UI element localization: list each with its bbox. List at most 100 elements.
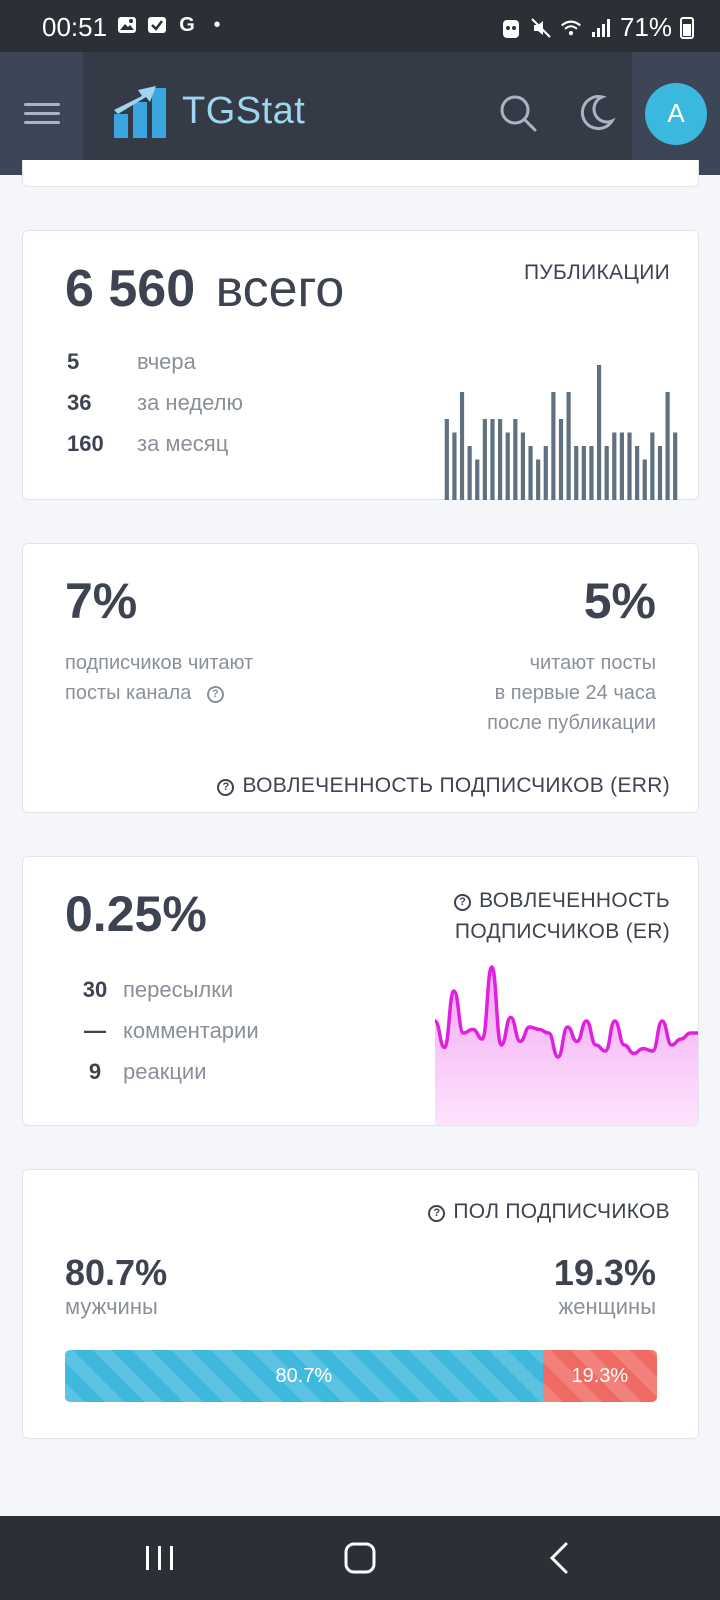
stat-row: 9 реакции	[67, 1051, 259, 1092]
publications-bar-chart[interactable]	[443, 361, 679, 500]
stat-value: —	[84, 1017, 106, 1043]
publication-bar[interactable]	[650, 432, 655, 501]
tgstat-logo-icon[interactable]	[112, 84, 168, 140]
female-segment: 19.3%	[542, 1350, 657, 1402]
readers-description-line: подписчиков читают	[65, 652, 254, 674]
female-percent: 19.3%	[553, 1252, 656, 1293]
avatar[interactable]: A	[645, 82, 707, 145]
stat-label: за неделю	[137, 389, 244, 415]
vpn-icon	[500, 17, 522, 39]
battery-percent: 71%	[619, 12, 672, 42]
female-segment-label: 19.3%	[571, 1364, 629, 1387]
readers-24h-description-line: после публикации	[487, 712, 656, 734]
gender-progress-bar: 80.7% 19.3%	[65, 1350, 657, 1402]
publications-card: 6 560 всего ПУБЛИКАЦИИ 5 вчера 36 за нед…	[22, 230, 699, 500]
er-label-line: ПОДПИСЧИКОВ (ER)	[454, 920, 670, 943]
publications-total-number: 6 560	[65, 260, 196, 318]
publication-bar[interactable]	[604, 446, 609, 500]
publication-bar[interactable]	[635, 446, 640, 500]
app-header: TGStat A	[0, 52, 720, 175]
male-label: мужчины	[65, 1294, 158, 1319]
er-card: 0.25% ? ВОВЛЕЧЕННОСТЬ ПОДПИСЧИКОВ (ER) 30…	[22, 856, 699, 1126]
publication-bar[interactable]	[498, 419, 503, 500]
male-percent: 80.7%	[65, 1252, 168, 1293]
help-icon[interactable]: ?	[217, 778, 235, 796]
avatar-container[interactable]: A	[632, 52, 720, 175]
status-bar: 00:51 G • 71%	[0, 0, 720, 52]
publication-bar[interactable]	[657, 446, 663, 500]
publication-bar[interactable]	[558, 419, 564, 500]
moon-icon[interactable]	[574, 91, 618, 135]
menu-button[interactable]	[0, 52, 83, 175]
publication-bar[interactable]	[505, 432, 510, 501]
publication-bar[interactable]	[589, 446, 594, 500]
stat-label: пересылки	[123, 976, 234, 1002]
stat-value: 5	[67, 348, 80, 374]
publication-bar[interactable]	[513, 419, 518, 500]
hamburger-icon	[23, 97, 60, 130]
err-card: 7% 5% подписчиков читают посты канала ? …	[22, 543, 699, 813]
readers-24h-description-line: читают посты	[529, 652, 656, 674]
male-segment-label: 80.7%	[275, 1364, 333, 1387]
publication-bar[interactable]	[627, 432, 632, 501]
publication-bar[interactable]	[566, 392, 571, 500]
publication-bar[interactable]	[452, 432, 457, 501]
brand-name[interactable]: TGStat	[182, 90, 306, 132]
publication-bar[interactable]	[574, 446, 579, 500]
publication-bar[interactable]	[596, 365, 602, 500]
er-line[interactable]	[435, 965, 699, 1059]
dot-icon: •	[213, 13, 221, 36]
publication-bar[interactable]	[642, 459, 647, 501]
publications-label: ПУБЛИКАЦИИ	[523, 261, 670, 284]
publication-bar[interactable]	[459, 392, 465, 500]
publication-bar[interactable]	[520, 432, 526, 501]
stat-value: 30	[82, 976, 108, 1002]
search-icon[interactable]	[496, 91, 540, 135]
stat-label: вчера	[137, 348, 196, 374]
publication-bar[interactable]	[581, 446, 586, 500]
publication-bar[interactable]	[551, 392, 556, 500]
google-icon: G	[179, 13, 195, 36]
stat-row: — комментарии	[67, 1010, 259, 1051]
back-icon[interactable]	[538, 1538, 582, 1578]
help-icon[interactable]: ?	[206, 685, 224, 703]
stat-value: 9	[88, 1058, 102, 1084]
previous-card-bottom	[22, 160, 699, 187]
gender-label-text: ПОЛ ПОДПИСЧИКОВ	[453, 1200, 670, 1223]
publication-bar[interactable]	[619, 432, 624, 501]
status-time: 00:51	[42, 12, 108, 42]
recent-apps-icon[interactable]	[138, 1538, 182, 1578]
readers-24h-percent: 5%	[583, 573, 656, 629]
publication-bar[interactable]	[467, 446, 472, 500]
publication-bar[interactable]	[612, 432, 617, 501]
signal-icon	[590, 17, 612, 39]
publications-total-word: всего	[215, 260, 345, 318]
publication-bar[interactable]	[665, 392, 670, 500]
publication-bar[interactable]	[673, 432, 678, 501]
help-icon[interactable]: ?	[454, 894, 472, 911]
publication-bar[interactable]	[536, 459, 541, 501]
readers-percent: 7%	[65, 573, 138, 629]
publication-bar[interactable]	[444, 419, 449, 500]
stat-label: комментарии	[123, 1017, 259, 1043]
mute-icon	[530, 17, 552, 39]
publication-bar[interactable]	[490, 419, 495, 500]
publication-bar[interactable]	[528, 446, 533, 500]
er-area-fill	[435, 967, 698, 1125]
readers-24h-description: читают посты в первые 24 часа после публ…	[487, 648, 656, 738]
help-icon[interactable]: ?	[428, 1204, 446, 1222]
er-sparkline-chart[interactable]	[435, 957, 699, 1126]
male-segment: 80.7%	[65, 1350, 543, 1402]
gender-card: ? ПОЛ ПОДПИСЧИКОВ 80.7% мужчины 19.3% жен…	[22, 1169, 699, 1439]
readers-description: подписчиков читают посты канала ?	[65, 648, 253, 708]
image-icon	[116, 14, 138, 36]
publication-bar[interactable]	[543, 446, 548, 500]
home-icon[interactable]	[338, 1538, 382, 1578]
battery-icon	[680, 16, 694, 39]
publications-total: 6 560 всего	[65, 259, 344, 319]
stat-row: 160 за месяц	[67, 423, 243, 464]
female-label: женщины	[558, 1294, 656, 1319]
gender-label: ? ПОЛ ПОДПИСЧИКОВ	[428, 1200, 670, 1224]
publication-bar[interactable]	[482, 419, 487, 500]
publication-bar[interactable]	[475, 459, 480, 501]
